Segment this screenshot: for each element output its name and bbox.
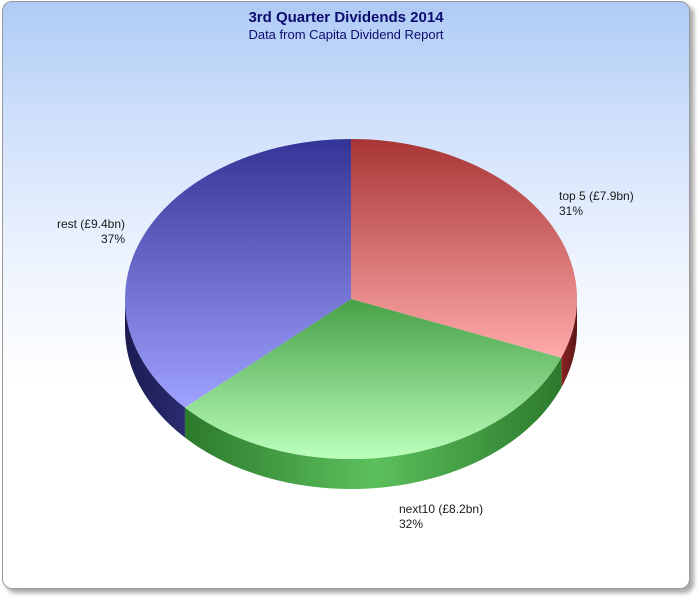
pie-labels: top 5 (£7.9bn)31% next10 (£8.2bn)32% rest … — [57, 189, 634, 531]
slice-percent-1: 32% — [399, 517, 423, 531]
chart-title: 3rd Quarter Dividends 2014 — [248, 9, 444, 26]
pie-slice-0[interactable] — [351, 139, 577, 358]
pie-slice-2[interactable] — [125, 139, 351, 408]
pie-side-0 — [561, 299, 577, 388]
pie-slice-1[interactable] — [184, 299, 562, 460]
chart-subtitle: Data from Capita Dividend Report — [248, 27, 444, 42]
pie-chart: top 5 (£7.9bn)31% next10 (£8.2bn)32% rest … — [57, 139, 634, 531]
slice-label-0: top 5 (£7.9bn) — [559, 189, 634, 203]
pie-sides — [125, 299, 577, 490]
pie-tops — [125, 139, 577, 460]
chart-frame: 3rd Quarter Dividends 2014 Data from Cap… — [2, 1, 690, 589]
slice-percent-0: 31% — [559, 204, 583, 218]
slice-label-2: rest (£9.4bn) — [57, 217, 125, 231]
pie-side-1 — [184, 357, 562, 490]
pie-side-2 — [125, 299, 185, 438]
slice-percent-2: 37% — [101, 232, 125, 246]
slice-label-1: next10 (£8.2bn) — [399, 502, 483, 516]
